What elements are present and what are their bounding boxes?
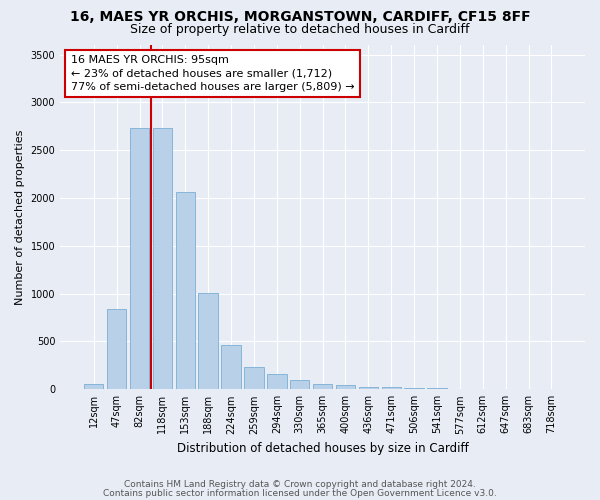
Bar (221, 346, 241, 390)
Text: Contains public sector information licensed under the Open Government Licence v3: Contains public sector information licen… (103, 488, 497, 498)
Bar (267, 374, 287, 390)
Bar (359, 387, 378, 390)
Bar (130, 128, 149, 390)
Text: 16 MAES YR ORCHIS: 95sqm
← 23% of detached houses are smaller (1,712)
77% of sem: 16 MAES YR ORCHIS: 95sqm ← 23% of detach… (71, 56, 354, 92)
Text: Contains HM Land Registry data © Crown copyright and database right 2024.: Contains HM Land Registry data © Crown c… (124, 480, 476, 489)
Bar (244, 367, 263, 390)
Text: Size of property relative to detached houses in Cardiff: Size of property relative to detached ho… (130, 22, 470, 36)
Bar (290, 380, 310, 390)
Bar (313, 384, 332, 390)
Bar (427, 388, 447, 390)
Bar (176, 192, 195, 390)
Bar (404, 388, 424, 390)
X-axis label: Distribution of detached houses by size in Cardiff: Distribution of detached houses by size … (177, 442, 469, 455)
Y-axis label: Number of detached properties: Number of detached properties (15, 130, 25, 305)
Bar (84, 384, 103, 390)
Bar (152, 128, 172, 390)
Bar (336, 386, 355, 390)
Bar (199, 292, 218, 390)
Bar (382, 388, 401, 390)
Bar (107, 309, 127, 390)
Text: 16, MAES YR ORCHIS, MORGANSTOWN, CARDIFF, CF15 8FF: 16, MAES YR ORCHIS, MORGANSTOWN, CARDIFF… (70, 10, 530, 24)
